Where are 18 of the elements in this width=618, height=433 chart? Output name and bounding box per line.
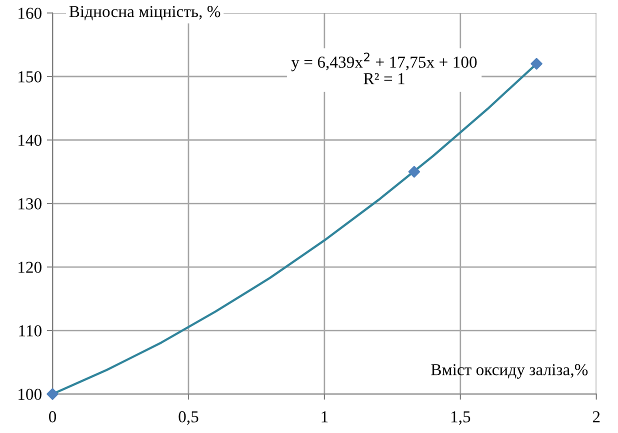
x-tick-label: 1,5 (451, 411, 470, 425)
point (46, 388, 58, 400)
y-tick-label: 150 (18, 71, 42, 82)
point (530, 58, 542, 70)
annotation: y = 6,439x$^{2}$ + 17,75x + 100 R² = 1 (291, 52, 477, 84)
point (408, 166, 420, 178)
x-axis-title: Вміст оксиду заліза,% (431, 364, 588, 379)
x-tick-label: 0 (49, 411, 56, 422)
y-tick-label: 140 (18, 134, 42, 146)
y-tick-label: 100 (18, 388, 42, 400)
y-tick-label: 130 (18, 198, 42, 210)
y-axis-title: Відносна міцність, % (69, 6, 220, 20)
x-tick-label: 1 (322, 411, 328, 422)
y-tick-label: 120 (18, 262, 42, 273)
y-tick-label: 110 (19, 325, 42, 336)
x-tick-label: 0,5 (178, 411, 198, 425)
x-tick-label: 2 (592, 411, 600, 422)
y-tick-label: 160 (18, 8, 42, 19)
